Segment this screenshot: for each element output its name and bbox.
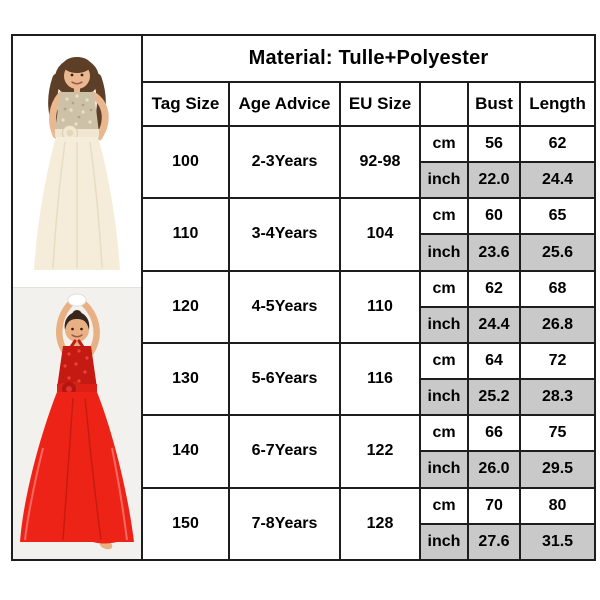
col-header-age-advice: Age Advice: [228, 81, 341, 127]
eu-size-cell: 92-98: [339, 124, 421, 200]
bust-inch-value: 23.6: [467, 233, 521, 272]
bust-cm-value: 66: [467, 414, 521, 453]
tag-size-cell: 140: [141, 414, 230, 489]
sequin-bodice: [55, 92, 99, 133]
unit-cm-label: cm: [419, 124, 469, 164]
product-photo-column: [11, 34, 141, 561]
bust-cm-value: 70: [467, 486, 521, 525]
length-cm-value: 80: [518, 486, 597, 525]
length-cm-value: 68: [518, 269, 597, 308]
length-cm-value: 72: [518, 341, 597, 381]
held-headband: [67, 293, 87, 307]
table-row: 120 4-5Years 110 cm 62 68: [141, 269, 597, 344]
age-advice-cell: 7-8Years: [228, 486, 341, 562]
product-photo-cream-dress: [13, 36, 141, 288]
unit-cm-label: cm: [419, 197, 469, 236]
face: [65, 318, 89, 342]
table-row: 140 6-7Years 122 cm 66 75: [141, 414, 597, 489]
table-row: inch 25.2 28.3: [142, 378, 597, 417]
table-row: inch 27.6 31.5: [142, 522, 597, 562]
col-header-length: Length: [518, 81, 597, 127]
table-row: 130 5-6Years 116 cm 64 72: [141, 341, 597, 417]
bust-inch-value: 27.6: [467, 522, 521, 562]
length-inch-value: 29.5: [518, 450, 597, 489]
col-header-unit: [419, 81, 469, 127]
unit-cm-label: cm: [419, 341, 469, 381]
unit-cm-label: cm: [419, 269, 469, 308]
tag-size-cell: 100: [141, 124, 230, 200]
bust-inch-value: 25.2: [467, 378, 521, 417]
table-row: 150 7-8Years 128 cm 70 80: [141, 486, 597, 562]
eu-size-cell: 104: [339, 197, 421, 272]
unit-cm-label: cm: [419, 486, 469, 525]
cream-dress-illustration: [13, 36, 141, 287]
table-row: 110 3-4Years 104 cm 60 65: [141, 197, 597, 272]
unit-inch-label: inch: [419, 305, 469, 344]
bust-inch-value: 24.4: [467, 305, 521, 344]
length-inch-value: 26.8: [518, 305, 597, 344]
length-cm-value: 75: [518, 414, 597, 453]
age-advice-cell: 5-6Years: [228, 341, 341, 417]
tulle-skirt: [20, 392, 134, 542]
unit-inch-label: inch: [419, 378, 469, 417]
material-banner: Material: Tulle+Polyester: [140, 34, 597, 83]
length-cm-value: 62: [518, 124, 597, 164]
age-advice-cell: 6-7Years: [228, 414, 341, 489]
age-advice-cell: 4-5Years: [228, 269, 341, 344]
table-row: inch 23.6 25.6: [142, 233, 597, 272]
bust-inch-value: 26.0: [467, 450, 521, 489]
length-inch-value: 25.6: [518, 233, 597, 272]
eu-size-cell: 116: [339, 341, 421, 417]
age-advice-cell: 2-3Years: [228, 124, 341, 200]
table-row: inch 24.4 26.8: [142, 305, 597, 344]
bust-cm-value: 60: [467, 197, 521, 236]
col-header-tag-size: Tag Size: [141, 81, 230, 127]
unit-inch-label: inch: [419, 161, 469, 200]
tag-size-cell: 150: [141, 486, 230, 562]
length-inch-value: 28.3: [518, 378, 597, 417]
length-cm-value: 65: [518, 197, 597, 236]
unit-inch-label: inch: [419, 450, 469, 489]
tag-size-cell: 130: [141, 341, 230, 417]
col-header-eu-size: EU Size: [339, 81, 421, 127]
age-advice-cell: 3-4Years: [228, 197, 341, 272]
unit-inch-label: inch: [419, 233, 469, 272]
col-header-bust: Bust: [467, 81, 521, 127]
table-row: inch 22.0 24.4: [142, 161, 597, 200]
bust-cm-value: 56: [467, 124, 521, 164]
eu-size-cell: 122: [339, 414, 421, 489]
bust-inch-value: 22.0: [467, 161, 521, 200]
size-chart-table: Material: Tulle+Polyester Tag Size Age A…: [140, 34, 597, 562]
length-inch-value: 31.5: [518, 522, 597, 562]
red-dress-illustration: [13, 288, 141, 559]
tag-size-cell: 120: [141, 269, 230, 344]
table-row: 100 2-3Years 92-98 cm 56 62: [141, 124, 597, 200]
length-inch-value: 24.4: [518, 161, 597, 200]
eu-size-cell: 110: [339, 269, 421, 344]
eu-size-cell: 128: [339, 486, 421, 562]
product-photo-red-dress: [13, 288, 141, 559]
unit-cm-label: cm: [419, 414, 469, 453]
unit-inch-label: inch: [419, 522, 469, 562]
table-row: inch 26.0 29.5: [142, 450, 597, 489]
size-chart-panel: Material: Tulle+Polyester Tag Size Age A…: [11, 34, 597, 562]
bust-cm-value: 62: [467, 269, 521, 308]
hair: [64, 312, 90, 330]
tag-size-cell: 110: [141, 197, 230, 272]
bust-cm-value: 64: [467, 341, 521, 381]
